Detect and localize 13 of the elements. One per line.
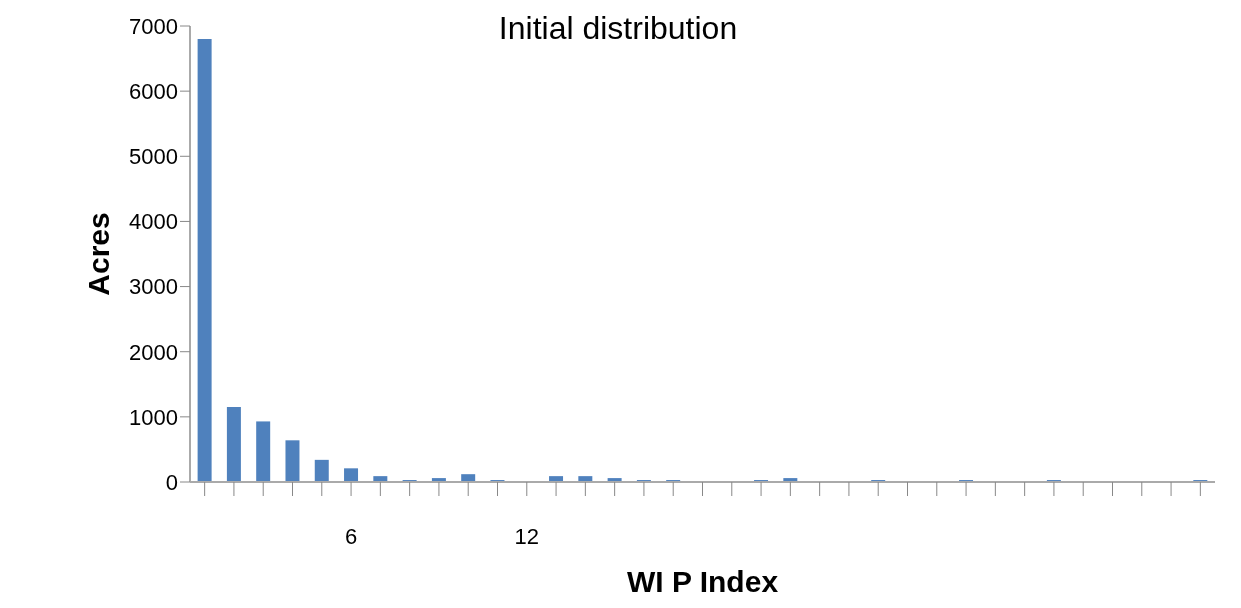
y-tick-label: 5000 bbox=[129, 144, 178, 170]
x-axis-title: WI P Index bbox=[626, 565, 779, 598]
y-axis-title: Acres bbox=[81, 212, 115, 296]
y-tick-label: 1000 bbox=[129, 404, 178, 430]
y-tick-label: 6000 bbox=[129, 78, 178, 104]
x-tick-label: 6 bbox=[344, 523, 358, 549]
y-tick-label: 4000 bbox=[129, 209, 178, 235]
y-tick-label: 7000 bbox=[129, 13, 178, 39]
x-tick-label: 12 bbox=[514, 523, 540, 549]
y-tick-label: 2000 bbox=[129, 339, 178, 365]
chart-title: Initial distribution bbox=[497, 10, 739, 47]
y-tick-label: 0 bbox=[165, 469, 178, 495]
y-tick-label: 3000 bbox=[129, 274, 178, 300]
